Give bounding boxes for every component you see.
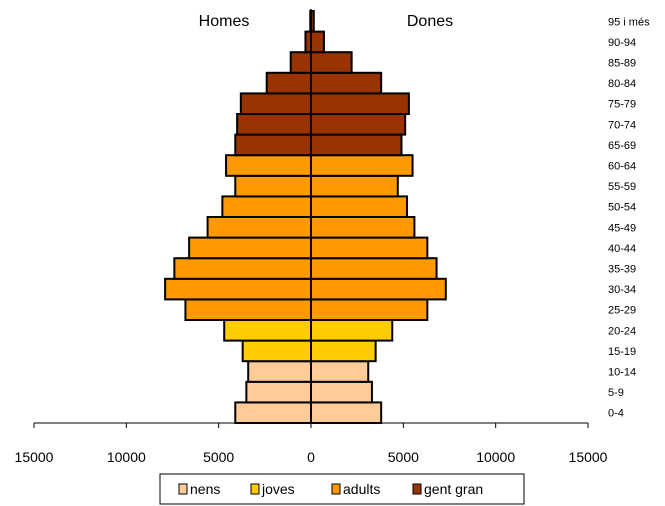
bar-dones-90-94 [310, 30, 325, 54]
legend-swatch-gent-gran [412, 483, 422, 495]
bar-dones-0-4 [310, 401, 383, 424]
age-label-90-94: 90-94 [608, 37, 636, 49]
bar-homes-80-84 [265, 71, 312, 95]
age-label-95-i-més: 95 i més [608, 16, 650, 28]
x-tick-label: 10000 [107, 449, 146, 465]
legend: nens joves adults gent gran [159, 473, 525, 505]
age-label-0-4: 0-4 [608, 408, 624, 420]
x-tick-label: 15000 [569, 449, 608, 465]
x-axis: 15000 10000 5000 0 5000 10000 15000 [15, 9, 608, 465]
bar-dones-45-49 [310, 216, 416, 239]
bar-homes-85-89 [289, 51, 313, 74]
bar-dones-40-44 [310, 236, 429, 260]
age-label-25-29: 25-29 [608, 305, 636, 317]
bar-dones-15-19 [310, 339, 377, 363]
bar-dones-70-74 [310, 113, 407, 136]
age-label-85-89: 85-89 [608, 58, 636, 70]
legend-label-nens: nens [190, 481, 220, 497]
bar-homes-5-9 [245, 380, 312, 404]
bar-dones-65-69 [310, 133, 403, 157]
age-label-70-74: 70-74 [608, 119, 636, 131]
bar-dones-50-54 [310, 195, 409, 218]
bar-homes-70-74 [236, 113, 312, 136]
bar-dones-35-39 [310, 257, 438, 280]
age-label-20-24: 20-24 [608, 325, 636, 337]
bar-homes-60-64 [225, 154, 312, 177]
bar-homes-30-34 [164, 277, 312, 301]
legend-swatch-joves [250, 483, 260, 495]
age-label-45-49: 45-49 [608, 222, 636, 234]
legend-label-gent-gran: gent gran [424, 481, 483, 497]
bar-homes-55-59 [234, 174, 312, 198]
bar-dones-5-9 [310, 380, 373, 404]
bar-dones-25-29 [310, 298, 429, 321]
bar-dones-10-14 [310, 360, 370, 383]
legend-label-joves: joves [261, 481, 295, 497]
x-tick-label: 10000 [476, 449, 515, 465]
bar-dones-30-34 [310, 277, 447, 301]
bar-homes-50-54 [221, 195, 312, 218]
age-labels-group: 0-4 5-9 10-14 15-19 20-24 25-29 30-34 35-39 40-4… [608, 16, 650, 419]
legend-swatch-adults [331, 483, 341, 495]
age-label-55-59: 55-59 [608, 181, 636, 193]
bar-dones-20-24 [310, 319, 394, 342]
bars-group [164, 10, 447, 424]
age-label-40-44: 40-44 [608, 243, 636, 255]
bar-homes-35-39 [173, 257, 312, 280]
side-label-dones: Dones [407, 13, 453, 30]
age-label-10-14: 10-14 [608, 367, 636, 379]
bar-homes-25-29 [184, 298, 312, 321]
bar-dones-75-79 [310, 92, 410, 116]
age-label-35-39: 35-39 [608, 264, 636, 276]
x-tick-label: 5000 [203, 449, 234, 465]
x-tick-label: 0 [307, 449, 315, 465]
bar-homes-40-44 [188, 236, 312, 260]
age-label-15-19: 15-19 [608, 346, 636, 358]
age-label-65-69: 65-69 [608, 140, 636, 152]
bar-dones-55-59 [310, 174, 399, 198]
age-label-75-79: 75-79 [608, 99, 636, 111]
bar-dones-60-64 [310, 154, 414, 177]
bar-dones-80-84 [310, 71, 383, 95]
x-tick-label: 5000 [388, 449, 419, 465]
side-label-homes: Homes [199, 13, 250, 30]
legend-box [159, 473, 525, 505]
bar-homes-0-4 [234, 401, 312, 424]
age-label-30-34: 30-34 [608, 284, 636, 296]
legend-swatch-nens [178, 483, 188, 495]
bar-homes-45-49 [206, 216, 312, 239]
age-label-60-64: 60-64 [608, 161, 636, 173]
bar-homes-75-79 [239, 92, 312, 116]
legend-label-adults: adults [343, 481, 380, 497]
bar-homes-20-24 [223, 319, 312, 342]
x-tick-label: 15000 [15, 449, 54, 465]
bar-homes-15-19 [241, 339, 313, 363]
age-label-80-84: 80-84 [608, 78, 636, 90]
bar-dones-85-89 [310, 51, 353, 74]
age-label-5-9: 5-9 [608, 387, 624, 399]
bar-homes-10-14 [247, 360, 312, 383]
age-label-50-54: 50-54 [608, 202, 636, 214]
bar-homes-65-69 [234, 133, 312, 157]
